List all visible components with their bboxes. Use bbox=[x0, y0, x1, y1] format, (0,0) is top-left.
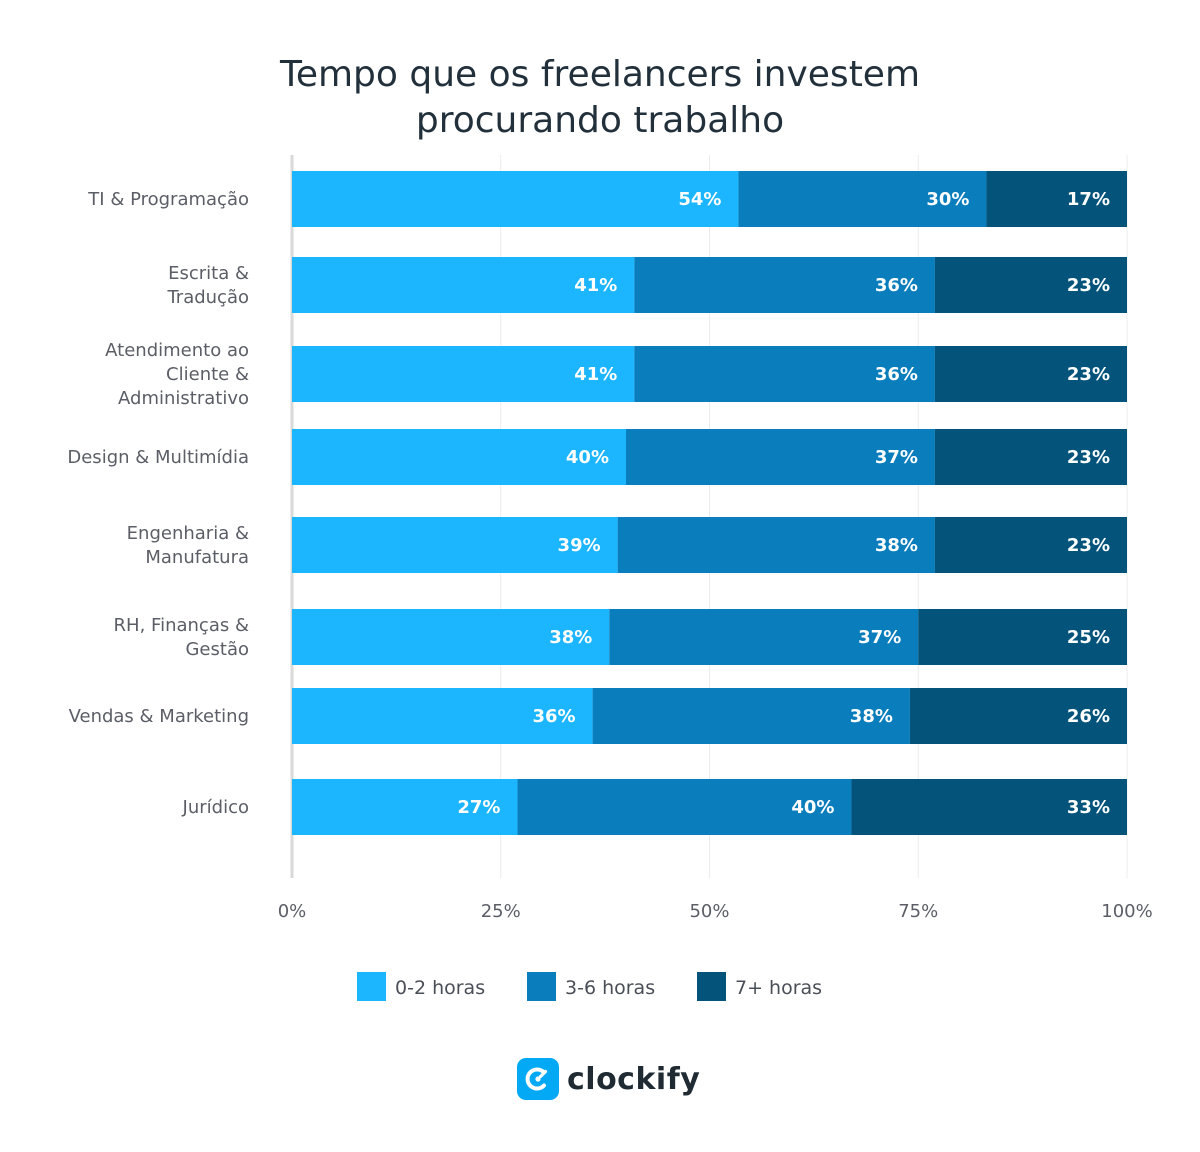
bar-segment bbox=[918, 609, 1127, 665]
legend-swatch bbox=[527, 972, 556, 1001]
legend-swatch bbox=[697, 972, 726, 1001]
category-label: RH, Finanças & Gestão bbox=[114, 615, 249, 660]
x-tick-label: 100% bbox=[1101, 901, 1152, 922]
clockify-icon bbox=[517, 1058, 559, 1100]
legend-label: 7+ horas bbox=[735, 977, 822, 999]
bar-segment bbox=[292, 609, 610, 665]
data-label: 36% bbox=[533, 706, 576, 727]
data-label: 37% bbox=[858, 627, 901, 648]
bar-segment bbox=[609, 609, 919, 665]
x-tick-label: 50% bbox=[689, 901, 729, 922]
chart-title-line-1: Tempo que os freelancers investem bbox=[279, 54, 921, 95]
chart-title-line-2: procurando trabalho bbox=[415, 100, 785, 141]
data-label: 38% bbox=[850, 706, 893, 727]
chart-title: Tempo que os freelancers investem procur… bbox=[0, 52, 1200, 144]
data-label: 25% bbox=[1067, 627, 1110, 648]
category-labels: TI & Programação Escrita & Tradução Atendim… bbox=[67, 189, 249, 818]
data-label: 40% bbox=[566, 447, 609, 468]
legend-swatch bbox=[357, 972, 386, 1001]
bar-segment bbox=[634, 346, 935, 402]
data-label: 36% bbox=[875, 364, 918, 385]
bar-segment bbox=[909, 688, 1127, 744]
bar-segment bbox=[292, 688, 593, 744]
data-label: 37% bbox=[875, 447, 918, 468]
bar-segment bbox=[617, 517, 935, 573]
bar-segment bbox=[934, 429, 1127, 485]
data-label: 23% bbox=[1067, 535, 1110, 556]
bar-segment bbox=[634, 257, 935, 313]
legend-label: 0-2 horas bbox=[395, 977, 485, 999]
data-label: 41% bbox=[574, 275, 617, 296]
data-label: 23% bbox=[1067, 275, 1110, 296]
data-label: 41% bbox=[574, 364, 617, 385]
data-label: 30% bbox=[926, 189, 969, 210]
bar-segment bbox=[292, 346, 635, 402]
data-label: 39% bbox=[558, 535, 601, 556]
x-tick-label: 0% bbox=[278, 901, 307, 922]
category-label: Jurídico bbox=[182, 797, 249, 818]
bar-segment bbox=[934, 346, 1127, 402]
data-label: 36% bbox=[875, 275, 918, 296]
legend-label: 3-6 horas bbox=[565, 977, 655, 999]
category-label: Vendas & Marketing bbox=[69, 706, 249, 727]
bar-segment bbox=[292, 517, 618, 573]
data-label: 38% bbox=[875, 535, 918, 556]
bar-segment bbox=[517, 779, 852, 835]
x-axis-ticks: 0% 25% 50% 75% 100% bbox=[278, 901, 1153, 922]
category-label: TI & Programação bbox=[87, 189, 249, 210]
data-label: 27% bbox=[457, 797, 500, 818]
data-label: 54% bbox=[678, 189, 721, 210]
bars: 54% 30% 17% 41% 36% 23% 41% 36% 23% 40% 37% 23% 39% 3… bbox=[292, 171, 1127, 835]
data-label: 17% bbox=[1067, 189, 1110, 210]
category-label: Design & Multimídia bbox=[67, 447, 249, 468]
x-tick-label: 75% bbox=[898, 901, 938, 922]
data-label: 26% bbox=[1067, 706, 1110, 727]
legend: 0-2 horas 3-6 horas 7+ horas bbox=[357, 972, 822, 1001]
bar-segment bbox=[934, 517, 1127, 573]
bar-segment bbox=[292, 429, 626, 485]
bar-segment bbox=[292, 257, 635, 313]
data-label: 40% bbox=[791, 797, 834, 818]
data-label: 23% bbox=[1067, 447, 1110, 468]
data-label: 38% bbox=[549, 627, 592, 648]
bar-segment bbox=[738, 171, 987, 227]
brand-logo: clockify bbox=[517, 1057, 700, 1101]
brand-name: clockify bbox=[567, 1061, 701, 1097]
bar-segment bbox=[851, 779, 1127, 835]
category-label: Engenharia & Manufatura bbox=[127, 523, 249, 568]
bar-segment bbox=[626, 429, 935, 485]
bar-segment bbox=[292, 779, 518, 835]
bar-segment bbox=[592, 688, 910, 744]
category-label: Escrita & Tradução bbox=[166, 263, 249, 308]
bar-segment bbox=[292, 171, 739, 227]
bar-segment bbox=[934, 257, 1127, 313]
x-tick-label: 25% bbox=[481, 901, 521, 922]
bar-segment bbox=[986, 171, 1127, 227]
data-label: 33% bbox=[1067, 797, 1110, 818]
category-label: Atendimento ao Cliente & Administrativo bbox=[105, 340, 249, 409]
data-label: 23% bbox=[1067, 364, 1110, 385]
